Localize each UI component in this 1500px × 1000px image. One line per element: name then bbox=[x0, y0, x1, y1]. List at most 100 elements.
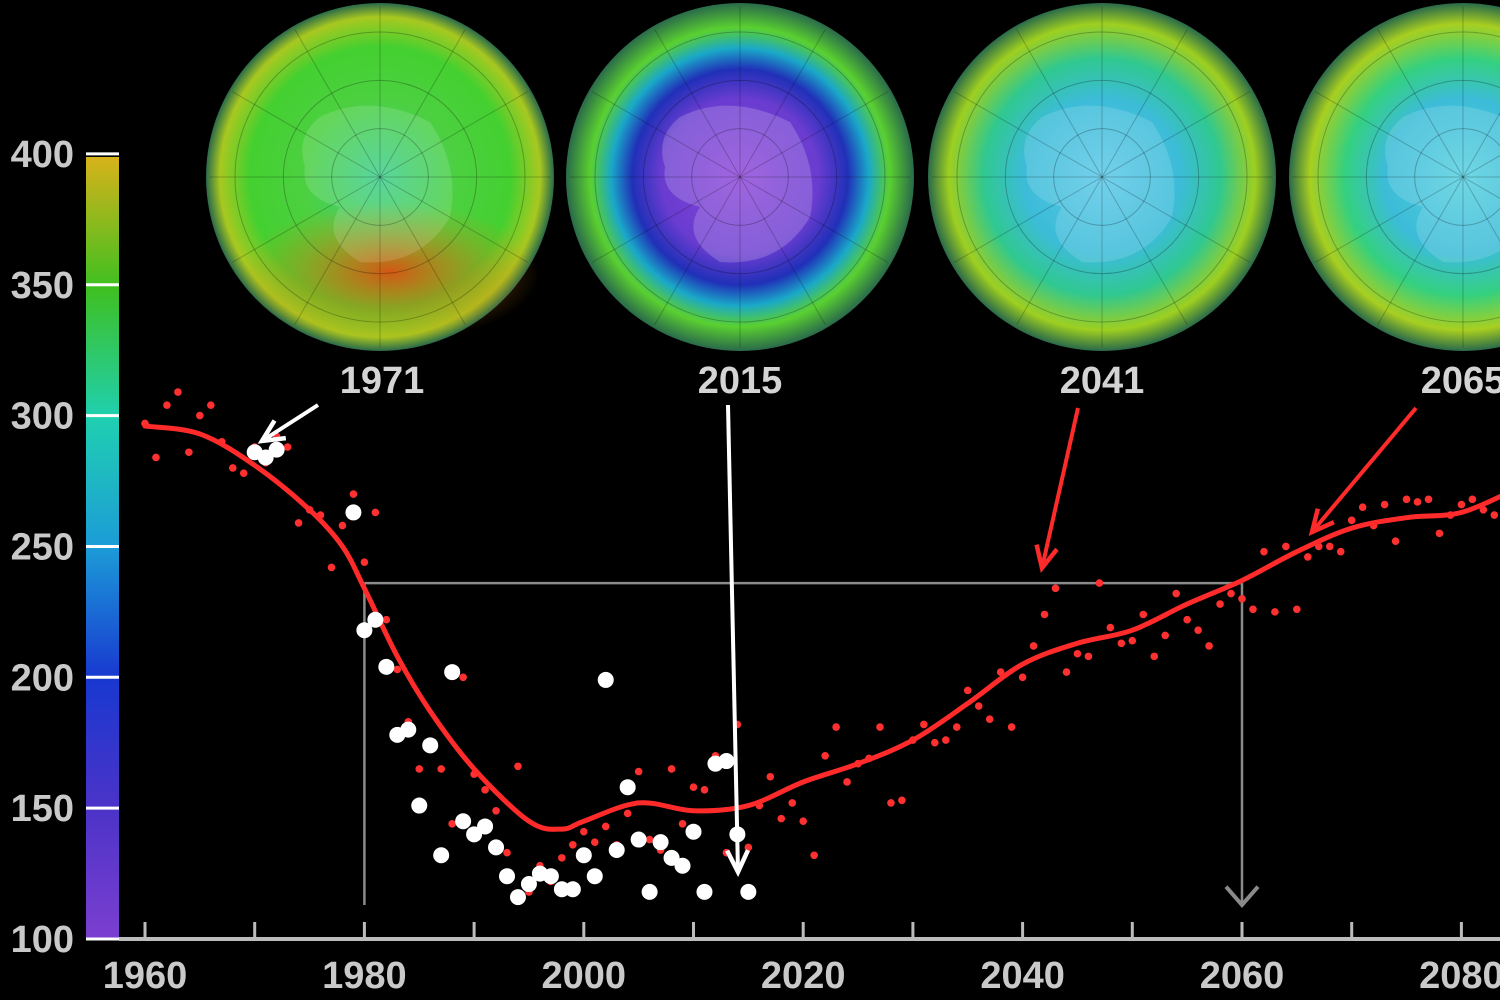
latitude-circle bbox=[234, 31, 526, 323]
model-point bbox=[360, 558, 369, 566]
meridian-line bbox=[592, 91, 741, 178]
model-point bbox=[174, 388, 182, 396]
model-point bbox=[1347, 516, 1356, 525]
model-points bbox=[141, 388, 1499, 896]
globe-year-label-1971: 1971 bbox=[340, 360, 425, 402]
model-point bbox=[514, 762, 522, 771]
model-point bbox=[1128, 636, 1137, 645]
model-point bbox=[283, 443, 292, 451]
observations bbox=[246, 441, 757, 906]
model-point bbox=[623, 809, 632, 818]
antarctica-outline bbox=[662, 105, 813, 263]
observation-point bbox=[367, 611, 384, 628]
meridian-line bbox=[1377, 29, 1464, 178]
meridian-line bbox=[739, 176, 888, 263]
model-point bbox=[437, 765, 445, 773]
model-point bbox=[393, 665, 402, 674]
arrow-2041 bbox=[1034, 407, 1080, 574]
model-point bbox=[207, 401, 215, 409]
model-point bbox=[1227, 589, 1235, 598]
model-point bbox=[1084, 652, 1093, 661]
model-point bbox=[1402, 495, 1411, 504]
model-point bbox=[1007, 723, 1016, 731]
latitude-circle bbox=[1317, 31, 1500, 323]
meridian-line bbox=[654, 176, 741, 325]
observation-point bbox=[268, 441, 285, 458]
observation-point bbox=[378, 658, 395, 675]
model-point bbox=[1435, 529, 1444, 538]
model-point bbox=[963, 686, 972, 695]
model-point bbox=[799, 817, 807, 826]
model-point bbox=[503, 848, 511, 857]
model-point bbox=[1304, 553, 1312, 561]
model-point bbox=[448, 820, 456, 828]
latitude-circle bbox=[282, 79, 478, 275]
model-point bbox=[481, 786, 489, 794]
meridian-line bbox=[1101, 91, 1250, 178]
model-point bbox=[678, 820, 687, 828]
model-curve-group bbox=[142, 423, 1500, 832]
model-point bbox=[1424, 495, 1433, 504]
arrow-head bbox=[1308, 508, 1335, 536]
model-point bbox=[1325, 542, 1334, 551]
observation-point bbox=[597, 671, 614, 688]
observation-point bbox=[542, 868, 559, 885]
model-point bbox=[985, 715, 994, 723]
model-point bbox=[1183, 615, 1191, 624]
model-point bbox=[1380, 500, 1389, 509]
model-point bbox=[415, 765, 424, 773]
observation-point bbox=[652, 834, 669, 851]
model-point bbox=[580, 827, 588, 836]
model-point bbox=[1040, 610, 1049, 619]
y-tick-label: 250 bbox=[11, 526, 74, 568]
model-point bbox=[569, 840, 577, 849]
arrow-shaft bbox=[726, 404, 740, 873]
globe-2041 bbox=[928, 3, 1276, 351]
x-tick-label: 2080 bbox=[1419, 955, 1500, 997]
model-point bbox=[1336, 547, 1345, 556]
observation-point bbox=[444, 664, 461, 681]
model-point bbox=[1051, 584, 1060, 593]
antarctica-outline bbox=[1024, 105, 1175, 263]
model-point bbox=[1194, 626, 1202, 634]
observation-point bbox=[499, 868, 516, 885]
model-point bbox=[1161, 631, 1170, 640]
model-point bbox=[382, 615, 391, 624]
y-tick-label: 350 bbox=[11, 265, 74, 307]
axes: 1960 1980 2000 2020 2040 2060 2080 bbox=[103, 922, 1500, 997]
globe-disc bbox=[928, 3, 1276, 351]
model-point bbox=[371, 508, 380, 517]
antarctica-outline bbox=[302, 105, 453, 263]
model-point bbox=[942, 736, 950, 744]
latitude-circle bbox=[1004, 79, 1200, 275]
model-point bbox=[338, 521, 347, 530]
meridian-line bbox=[379, 176, 528, 263]
arrow-head bbox=[725, 849, 751, 878]
model-point bbox=[196, 411, 204, 420]
x-tick-label: 1980 bbox=[322, 955, 407, 997]
model-point bbox=[492, 806, 500, 815]
arrow-2015 bbox=[725, 404, 751, 878]
latitude-circle bbox=[594, 31, 886, 323]
model-point bbox=[1139, 610, 1148, 619]
model-point bbox=[931, 738, 939, 747]
latitude-circle bbox=[642, 79, 838, 275]
meridian-line bbox=[1315, 91, 1464, 178]
model-point bbox=[634, 767, 643, 776]
latitude-circle bbox=[1365, 79, 1500, 275]
annotation-arrows bbox=[257, 403, 1418, 878]
meridian-line bbox=[379, 176, 466, 325]
observation-point bbox=[433, 847, 450, 864]
meridian-line bbox=[1462, 155, 1500, 178]
latitude-circle bbox=[956, 31, 1248, 323]
model-point bbox=[459, 673, 467, 682]
model-point bbox=[228, 464, 237, 472]
meridian-line bbox=[954, 91, 1103, 178]
model-point bbox=[1095, 579, 1104, 587]
arrow-head bbox=[1034, 544, 1059, 574]
model-point bbox=[700, 786, 709, 794]
model-point bbox=[1205, 642, 1213, 650]
model-point bbox=[876, 723, 884, 731]
meridian-line bbox=[294, 29, 381, 178]
model-point bbox=[1479, 506, 1488, 514]
